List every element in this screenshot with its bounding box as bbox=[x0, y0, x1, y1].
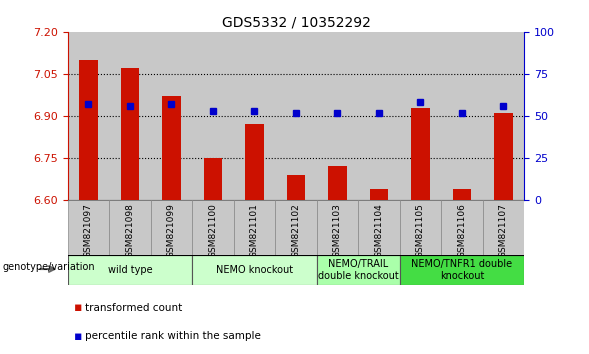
Bar bbox=[204, 158, 222, 200]
Text: ▪: ▪ bbox=[74, 302, 82, 314]
Text: GSM821104: GSM821104 bbox=[375, 203, 383, 257]
Text: genotype/variation: genotype/variation bbox=[3, 262, 95, 272]
Bar bbox=[400, 200, 441, 255]
Text: NEMO knockout: NEMO knockout bbox=[216, 265, 293, 275]
Bar bbox=[109, 32, 151, 200]
Text: GSM821101: GSM821101 bbox=[250, 203, 259, 258]
Text: GSM821106: GSM821106 bbox=[458, 203, 466, 258]
Bar bbox=[452, 189, 471, 200]
Bar bbox=[109, 200, 151, 255]
Bar bbox=[317, 32, 358, 200]
Bar bbox=[483, 200, 524, 255]
Bar bbox=[400, 32, 441, 200]
Bar bbox=[68, 255, 192, 285]
Bar bbox=[370, 189, 388, 200]
Text: wild type: wild type bbox=[108, 265, 153, 275]
Bar bbox=[411, 108, 430, 200]
Bar bbox=[192, 32, 234, 200]
Text: NEMO/TRAIL
double knockout: NEMO/TRAIL double knockout bbox=[318, 259, 399, 281]
Bar bbox=[192, 255, 317, 285]
Bar bbox=[358, 32, 400, 200]
Bar bbox=[151, 32, 192, 200]
Bar bbox=[234, 200, 275, 255]
Text: transformed count: transformed count bbox=[85, 303, 183, 313]
Bar bbox=[358, 200, 400, 255]
Text: GSM821102: GSM821102 bbox=[292, 203, 300, 257]
Bar bbox=[494, 113, 513, 200]
Title: GDS5332 / 10352292: GDS5332 / 10352292 bbox=[221, 15, 370, 29]
Bar bbox=[192, 200, 234, 255]
Bar bbox=[483, 32, 524, 200]
Bar bbox=[121, 68, 140, 200]
Bar bbox=[441, 32, 483, 200]
Text: GSM821103: GSM821103 bbox=[333, 203, 342, 258]
Text: GSM821105: GSM821105 bbox=[416, 203, 425, 258]
Bar bbox=[287, 175, 305, 200]
Bar bbox=[317, 255, 400, 285]
Bar bbox=[162, 96, 181, 200]
Text: GSM821107: GSM821107 bbox=[499, 203, 508, 258]
Bar bbox=[79, 60, 98, 200]
Text: NEMO/TNFR1 double
knockout: NEMO/TNFR1 double knockout bbox=[411, 259, 512, 281]
Text: GSM821098: GSM821098 bbox=[125, 203, 134, 258]
Bar bbox=[441, 200, 483, 255]
Bar bbox=[328, 166, 347, 200]
Bar bbox=[68, 32, 109, 200]
Bar bbox=[317, 200, 358, 255]
Text: GSM821097: GSM821097 bbox=[84, 203, 93, 258]
Text: ▪: ▪ bbox=[74, 330, 82, 343]
Bar bbox=[68, 200, 109, 255]
Bar bbox=[400, 255, 524, 285]
Bar bbox=[245, 124, 264, 200]
Bar bbox=[234, 32, 275, 200]
Bar bbox=[275, 32, 317, 200]
Text: GSM821100: GSM821100 bbox=[209, 203, 217, 258]
Bar bbox=[151, 200, 192, 255]
Text: percentile rank within the sample: percentile rank within the sample bbox=[85, 331, 262, 341]
Text: GSM821099: GSM821099 bbox=[167, 203, 176, 258]
Bar bbox=[275, 200, 317, 255]
